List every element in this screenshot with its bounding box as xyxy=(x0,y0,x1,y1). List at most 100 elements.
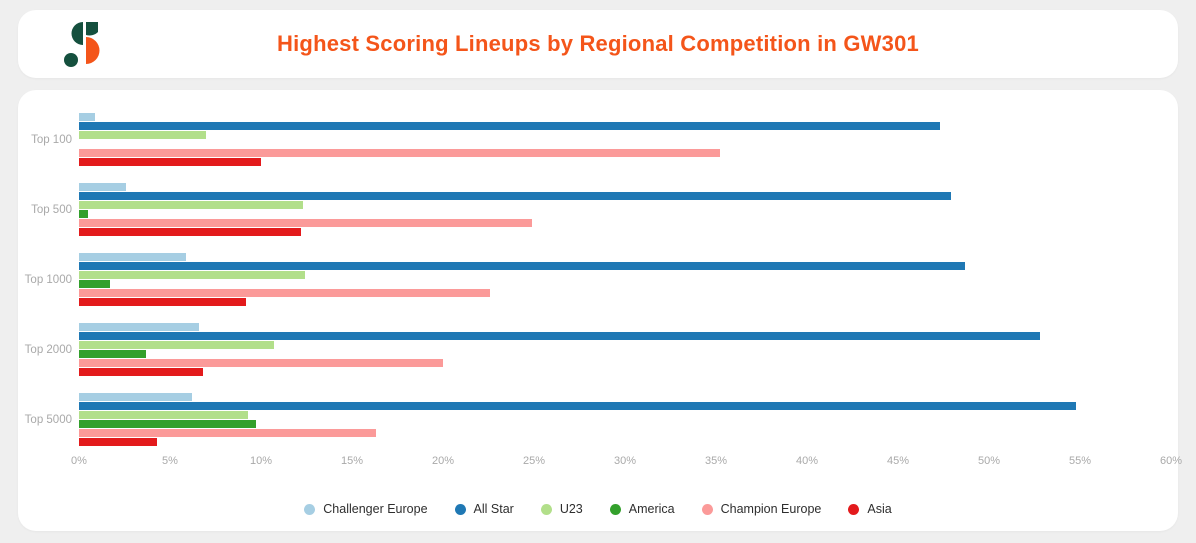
bar-u23 xyxy=(79,411,249,419)
x-tick-label: 40% xyxy=(795,455,819,467)
x-tick-label: 0% xyxy=(71,455,87,467)
bar-row-challenger-europe xyxy=(79,113,1171,121)
bar-row-challenger-europe xyxy=(79,393,1171,401)
bar-row-champion-europe xyxy=(79,219,1171,227)
bars-top-1000 xyxy=(79,253,1171,306)
bar-row-asia xyxy=(79,228,1171,236)
page-title: Highest Scoring Lineups by Regional Comp… xyxy=(277,31,919,56)
bar-row-challenger-europe xyxy=(79,183,1171,191)
x-tick-label: 20% xyxy=(431,455,455,467)
bar-all-star xyxy=(79,332,1040,340)
x-tick-label: 15% xyxy=(340,455,364,467)
bar-challenger-europe xyxy=(79,393,192,401)
bar-u23 xyxy=(79,341,274,349)
bar-asia xyxy=(79,298,247,306)
bar-u23 xyxy=(79,201,303,209)
bar-challenger-europe xyxy=(79,113,96,121)
bar-group-top-5000: Top 5000 xyxy=(18,393,1171,446)
x-tick-label: 35% xyxy=(704,455,728,467)
legend-item-u23: U23 xyxy=(540,502,583,516)
app-logo-icon xyxy=(64,22,100,67)
bar-row-u23 xyxy=(79,411,1171,419)
category-label: Top 5000 xyxy=(24,413,72,426)
legend-label: U23 xyxy=(559,502,583,516)
bar-row-america xyxy=(79,280,1171,288)
bar-row-challenger-europe xyxy=(79,323,1171,331)
bar-asia xyxy=(79,368,203,376)
bar-champion-europe xyxy=(79,359,443,367)
bar-row-u23 xyxy=(79,271,1171,279)
legend: Challenger Europe All Star U23 America Champ… xyxy=(18,502,1178,516)
bar-challenger-europe xyxy=(79,323,200,331)
bar-row-asia xyxy=(79,298,1171,306)
bar-all-star xyxy=(79,402,1077,410)
legend-swatch-icon xyxy=(540,503,552,515)
legend-swatch-icon xyxy=(609,503,621,515)
legend-item-america: America xyxy=(609,502,675,516)
bar-challenger-europe xyxy=(79,183,127,191)
bar-u23 xyxy=(79,131,207,139)
bars-top-5000 xyxy=(79,393,1171,446)
legend-item-champion-europe: Champion Europe xyxy=(701,502,822,516)
bar-america xyxy=(79,210,89,218)
bar-champion-europe xyxy=(79,149,720,157)
bar-champion-europe xyxy=(79,219,533,227)
x-tick-label: 55% xyxy=(1068,455,1092,467)
bars-top-2000 xyxy=(79,323,1171,376)
legend-swatch-icon xyxy=(701,503,713,515)
bar-row-champion-europe xyxy=(79,429,1171,437)
bars-top-500 xyxy=(79,183,1171,236)
bar-all-star xyxy=(79,122,940,130)
bar-group-top-1000: Top 1000 xyxy=(18,253,1171,306)
bar-champion-europe xyxy=(79,289,491,297)
bar-row-america xyxy=(79,350,1171,358)
category-label: Top 100 xyxy=(31,133,72,146)
legend-swatch-icon xyxy=(304,503,316,515)
bar-row-america xyxy=(79,140,1171,148)
bar-row-all-star xyxy=(79,402,1171,410)
bar-row-challenger-europe xyxy=(79,253,1171,261)
bar-champion-europe xyxy=(79,429,376,437)
x-tick-label: 10% xyxy=(249,455,273,467)
bar-asia xyxy=(79,438,158,446)
x-tick-label: 30% xyxy=(613,455,637,467)
bar-asia xyxy=(79,158,261,166)
legend-label: All Star xyxy=(473,502,514,516)
bar-row-america xyxy=(79,210,1171,218)
bar-row-asia xyxy=(79,438,1171,446)
category-label: Top 1000 xyxy=(24,273,72,286)
bar-america xyxy=(79,350,147,358)
legend-item-all-star: All Star xyxy=(454,502,514,516)
legend-swatch-icon xyxy=(848,503,860,515)
bar-row-champion-europe xyxy=(79,289,1171,297)
legend-label: Challenger Europe xyxy=(323,502,428,516)
bar-group-top-500: Top 500 xyxy=(18,183,1171,236)
x-axis: 0% 5% 10% 15% 20% 25% 30% 35% 40% 45% 50% 55% 60% xyxy=(71,455,1182,471)
x-tick-label: 5% xyxy=(162,455,178,467)
category-label: Top 2000 xyxy=(24,343,72,356)
chart-card: Top 100 Top 500 Top 1000 Top 2000 Top 5000 0… xyxy=(18,90,1182,531)
bar-row-all-star xyxy=(79,332,1171,340)
bar-america xyxy=(79,280,110,288)
bar-group-top-2000: Top 2000 xyxy=(18,323,1171,376)
legend-label: Champion Europe xyxy=(720,502,822,516)
bar-all-star xyxy=(79,192,951,200)
bar-u23 xyxy=(79,271,305,279)
bar-challenger-europe xyxy=(79,253,187,261)
legend-label: Asia xyxy=(867,502,892,516)
bar-row-all-star xyxy=(79,122,1171,130)
bar-row-asia xyxy=(79,158,1171,166)
bar-row-all-star xyxy=(79,192,1171,200)
bar-america xyxy=(79,420,256,428)
x-tick-label: 45% xyxy=(886,455,910,467)
bar-row-all-star xyxy=(79,262,1171,270)
bar-row-u23 xyxy=(79,131,1171,139)
bar-row-u23 xyxy=(79,341,1171,349)
legend-swatch-icon xyxy=(454,503,466,515)
header-card: Highest Scoring Lineups by Regional Comp… xyxy=(18,10,1178,78)
bar-all-star xyxy=(79,262,966,270)
bar-group-top-100: Top 100 xyxy=(18,113,1171,166)
bar-asia xyxy=(79,228,302,236)
legend-label: America xyxy=(628,502,675,516)
